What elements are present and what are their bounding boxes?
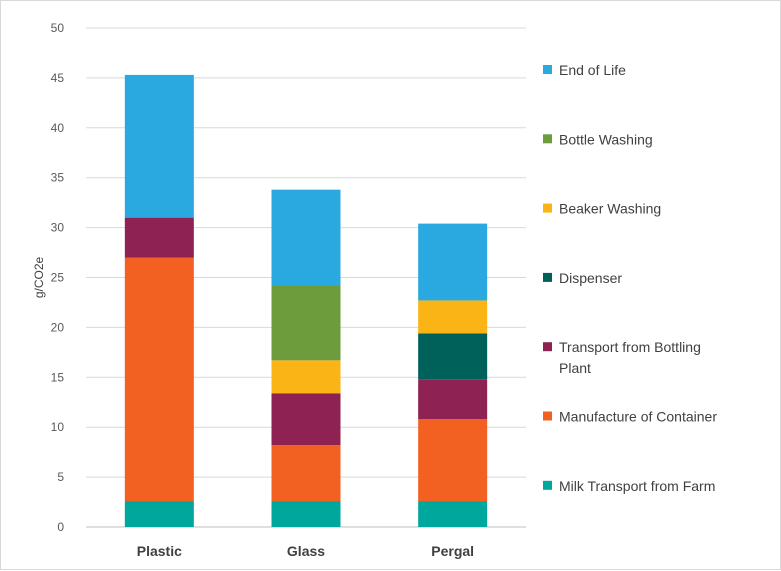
bar-segment-glass [271, 393, 341, 446]
bar-segment-pergal [418, 223, 488, 301]
y-tick-label: 45 [51, 71, 65, 85]
bar-segment-pergal [418, 419, 488, 502]
legend-swatch [543, 480, 552, 490]
legend-swatch [543, 65, 552, 74]
y-tick-label: 15 [51, 370, 65, 384]
y-tick-label: 10 [51, 420, 65, 434]
legend-label: Manufacture of Container [559, 409, 717, 425]
bar-segment-pergal [418, 300, 488, 334]
legend-swatch [543, 134, 552, 144]
bar-segment-pergal [418, 379, 488, 420]
bar-segment-plastic [124, 217, 194, 258]
bar-segment-plastic [124, 501, 194, 527]
bar-segment-plastic [124, 74, 194, 218]
legend-label: Transport from Bottling [559, 339, 701, 355]
legend-label: Beaker Washing [559, 201, 661, 217]
y-tick-label: 25 [51, 271, 65, 285]
legend-swatch [543, 411, 552, 421]
y-tick-label: 0 [57, 520, 64, 534]
bar-segment-glass [271, 189, 341, 286]
bar-segment-pergal [418, 333, 488, 380]
bar-segment-pergal [418, 501, 488, 527]
bar-segment-glass [271, 285, 341, 361]
bar-segment-plastic [124, 257, 194, 502]
legend-swatch [543, 342, 552, 352]
y-tick-label: 35 [51, 171, 65, 185]
y-tick-label: 30 [51, 221, 65, 235]
y-tick-label: 5 [57, 470, 64, 484]
x-category-label: Plastic [137, 543, 182, 559]
y-tick-label: 50 [51, 21, 65, 35]
y-tick-label: 40 [51, 121, 65, 135]
x-category-label: Pergal [431, 543, 474, 559]
legend-label: End of Life [559, 62, 626, 78]
bar-segment-glass [271, 501, 341, 527]
legend-label: Dispenser [559, 270, 622, 286]
legend-label: Bottle Washing [559, 131, 653, 147]
bar-segment-glass [271, 445, 341, 502]
legend-swatch [543, 272, 552, 282]
legend-label: Plant [559, 360, 591, 376]
x-category-label: Glass [287, 543, 325, 559]
y-tick-label: 20 [51, 320, 65, 334]
legend-swatch [543, 203, 552, 213]
y-axis-label: g/CO2e [32, 256, 46, 298]
bar-segment-glass [271, 360, 341, 394]
legend-label: Milk Transport from Farm [559, 478, 715, 494]
